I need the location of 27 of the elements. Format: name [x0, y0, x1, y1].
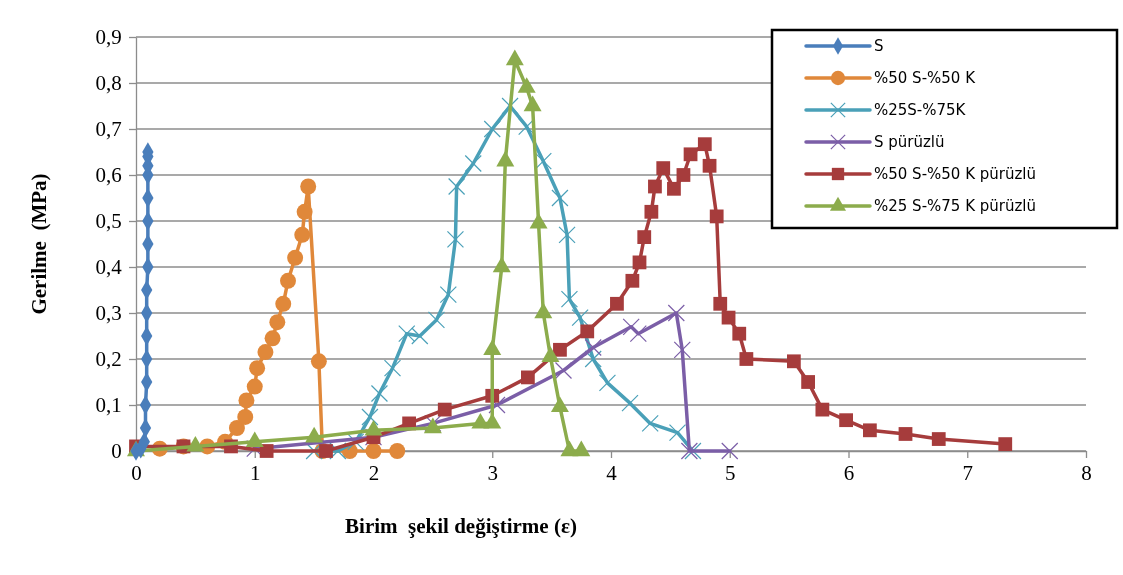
legend-label: %25 S-%75 K pürüzlü [874, 197, 1037, 216]
x-tick-label: 2 [368, 460, 380, 485]
x-tick-label: 5 [725, 460, 736, 485]
legend-label: %25S-%75K [874, 101, 967, 120]
y-tick-label: 0,9 [95, 25, 122, 50]
legend-label: S pürüzlü [874, 133, 945, 152]
y-tick-label: 0,7 [95, 117, 122, 142]
x-tick-label: 3 [487, 460, 498, 485]
legend-label: S [874, 37, 884, 56]
y-tick-label: 0,1 [95, 393, 122, 418]
legend-label: %50 S-%50 K [874, 69, 977, 88]
x-tick-label: 4 [606, 460, 618, 485]
y-tick-label: 0,3 [95, 301, 122, 326]
x-tick-label: 1 [250, 460, 261, 485]
y-tick-label: 0 [111, 439, 122, 464]
legend-label: %50 S-%50 K pürüzlü [874, 165, 1037, 184]
x-tick-label: 7 [962, 460, 973, 485]
y-tick-label: 0,2 [95, 347, 122, 372]
x-tick-label: 0 [131, 460, 142, 485]
x-axis-title: Birim şekil değiştirme (ε) [345, 514, 577, 538]
x-tick-label: 6 [843, 460, 855, 485]
y-tick-label: 0,5 [95, 209, 122, 234]
y-axis-title: Gerilme (MPa) [27, 173, 51, 315]
x-tick-label: 8 [1081, 460, 1092, 485]
y-tick-label: 0,8 [95, 71, 122, 96]
y-tick-label: 0,6 [95, 163, 122, 188]
y-tick-label: 0,4 [95, 255, 123, 280]
